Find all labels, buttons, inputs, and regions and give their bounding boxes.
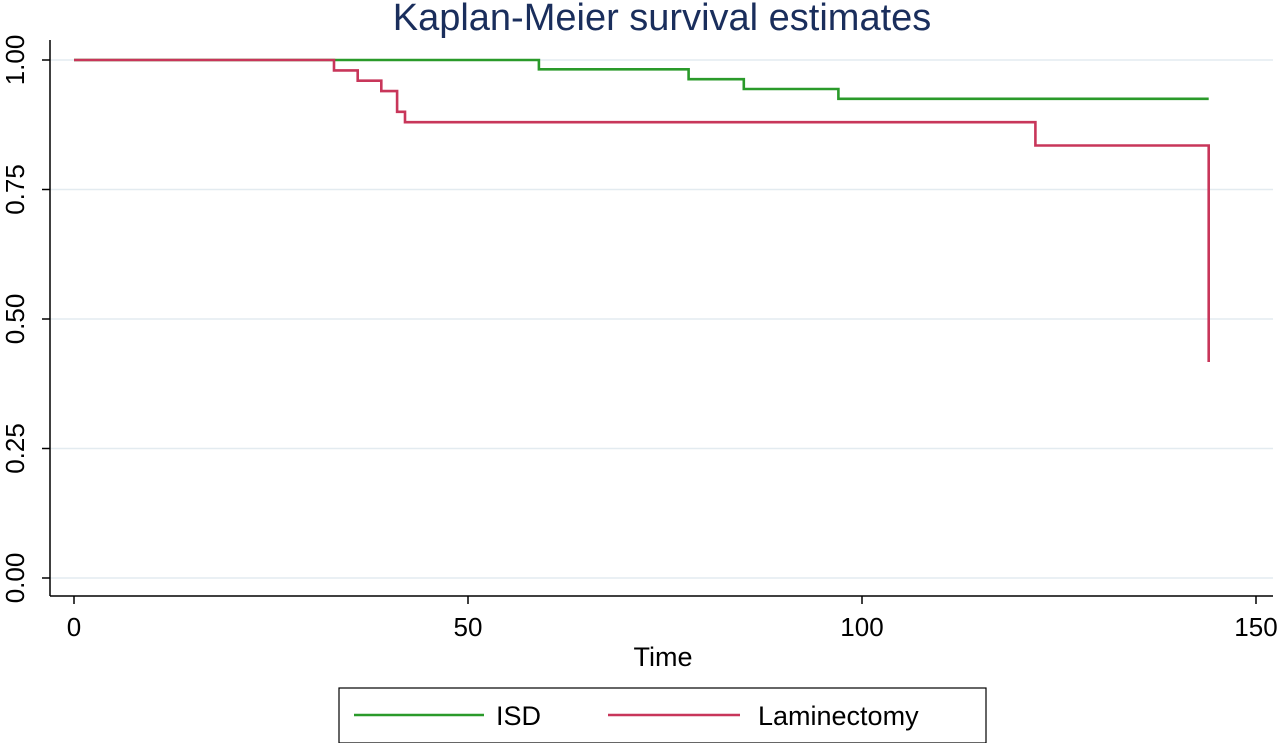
x-tick-label-3: 150 [1234, 612, 1277, 642]
x-tick-label-1: 50 [454, 612, 483, 642]
y-tick-label-0: 0.00 [0, 553, 30, 604]
y-tick-label-4: 1.00 [0, 35, 30, 86]
legend-label-isd: ISD [496, 701, 541, 731]
series-layer [74, 58, 1210, 362]
x-axis-title: Time [634, 642, 693, 672]
legend-label-laminectomy: Laminectomy [758, 701, 919, 731]
y-tick-label-2: 0.50 [0, 294, 30, 345]
grid-layer [50, 59, 1273, 579]
y-tick-label-3: 0.75 [0, 164, 30, 215]
y-tick-label-1: 0.25 [0, 423, 30, 474]
axis-layer: 0.00 0.25 0.50 0.75 1.00 0 50 100 150 [0, 35, 1278, 642]
x-tick-label-2: 100 [840, 612, 883, 642]
legend: ISD Laminectomy [338, 687, 987, 743]
chart-title: Kaplan-Meier survival estimates [393, 0, 932, 39]
series-line-isd [74, 58, 1209, 101]
series-line-laminectomy [74, 58, 1210, 362]
x-tick-label-0: 0 [67, 612, 81, 642]
